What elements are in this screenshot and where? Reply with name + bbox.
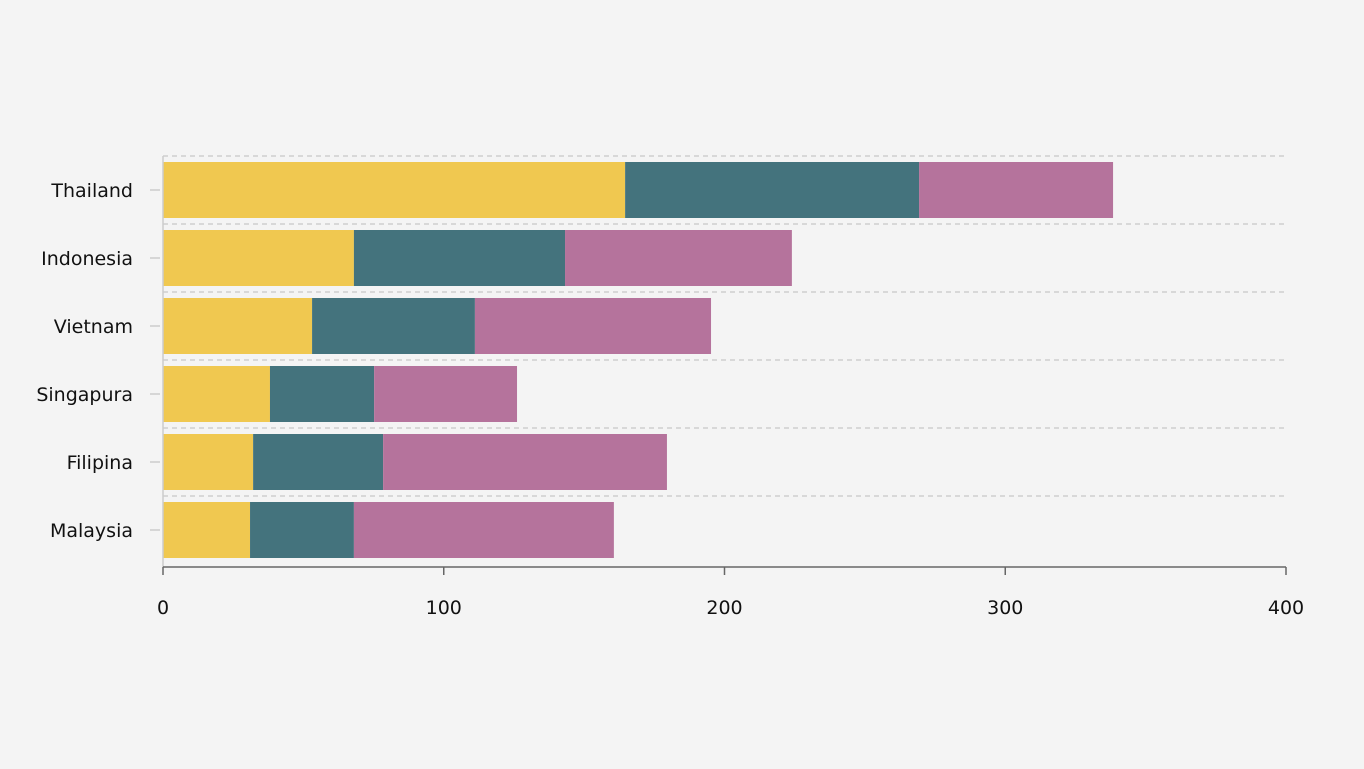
gridlines	[163, 155, 1286, 497]
bar-singapura-segment-2	[269, 366, 375, 422]
bar-indonesia-segment-1	[163, 230, 354, 286]
x-axis: 0 100 200 300 400	[157, 566, 1304, 619]
bar-vietnam-segment-1	[163, 298, 313, 354]
bar-malaysia-segment-1	[163, 502, 251, 558]
bars	[163, 162, 1114, 558]
y-tick-label: Malaysia	[50, 520, 133, 542]
bar-thailand-segment-1	[163, 162, 626, 218]
bar-malaysia-segment-3	[353, 502, 614, 558]
x-tick-label: 200	[706, 597, 742, 619]
y-tick-label: Filipina	[67, 452, 133, 474]
bar-filipina-segment-2	[253, 434, 384, 490]
x-tick-label: 100	[426, 597, 462, 619]
bar-filipina-segment-3	[383, 434, 667, 490]
bar-thailand-segment-3	[919, 162, 1114, 218]
bar-filipina-segment-1	[163, 434, 254, 490]
y-tick-label: Indonesia	[41, 248, 133, 270]
y-axis: Thailand Indonesia Vietnam Singapura Filipin…	[36, 156, 164, 567]
y-tick-label: Singapura	[36, 384, 133, 406]
bar-vietnam-segment-3	[474, 298, 712, 354]
x-tick-label: 400	[1268, 597, 1304, 619]
bar-vietnam-segment-2	[312, 298, 475, 354]
bar-indonesia-segment-3	[565, 230, 792, 286]
x-tick-label: 300	[987, 597, 1023, 619]
y-tick-label: Vietnam	[54, 316, 133, 338]
bar-singapura-segment-1	[163, 366, 270, 422]
bar-singapura-segment-3	[374, 366, 518, 422]
x-tick-label: 0	[157, 597, 169, 619]
y-tick-label: Thailand	[50, 180, 133, 202]
bar-indonesia-segment-2	[353, 230, 566, 286]
bar-malaysia-segment-2	[250, 502, 354, 558]
bar-thailand-segment-2	[625, 162, 920, 218]
